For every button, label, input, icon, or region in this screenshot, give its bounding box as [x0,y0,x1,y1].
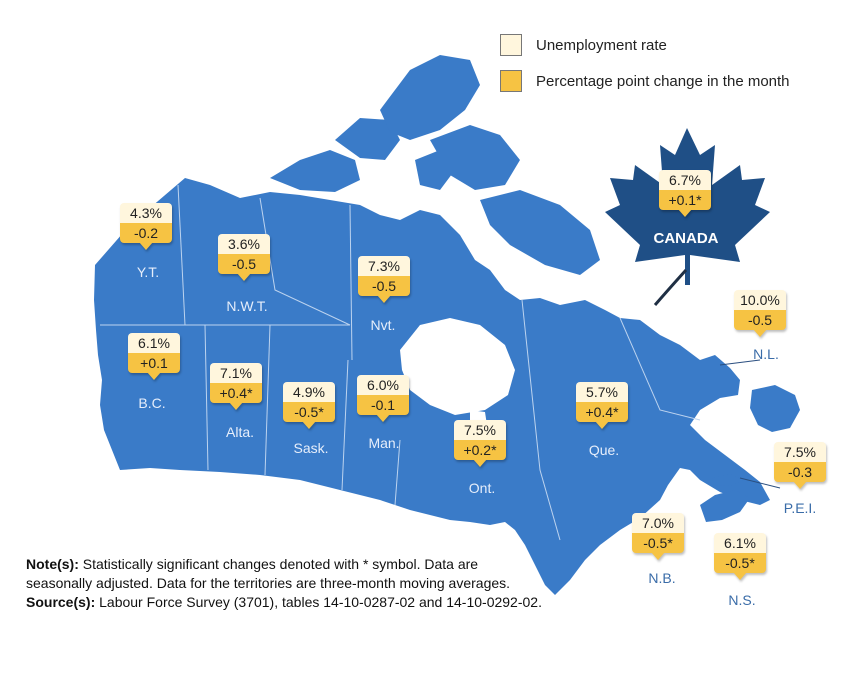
badge-ont: 7.5% +0.2* [454,420,506,467]
arctic-island-3 [380,55,480,140]
canada-change: +0.1* [659,190,711,217]
arctic-island-1 [270,150,360,192]
sask-label: Sask. [293,440,329,456]
nova-scotia-shape [700,490,750,522]
badge-man: 6.0% -0.1 [357,375,409,422]
pei-shape [712,474,744,486]
legend-rate-label: Unemployment rate [536,36,667,54]
borders [100,184,701,541]
ont-rate: 7.5% [454,420,506,440]
man-change: -0.1 [357,395,409,422]
badge-sask: 4.9% -0.5* [283,382,335,429]
alta-rate: 7.1% [210,363,262,383]
legend: Unemployment rate Percentage point chang… [500,32,790,104]
badge-que: 5.7% +0.4* [576,382,628,429]
ns-change: -0.5* [714,553,766,580]
bc-change: +0.1 [128,353,180,380]
hudson-bay [400,318,515,415]
nwt-rate: 3.6% [218,234,270,254]
badge-nvt: 7.3% -0.5 [358,256,410,303]
pei-rate: 7.5% [774,442,826,462]
arctic-island-4 [430,125,520,190]
note-text: Statistically significant changes denote… [26,556,511,591]
legend-change-label: Percentage point change in the month [536,72,790,90]
nwt-label: N.W.T. [226,298,268,314]
badge-nwt: 3.6% -0.5 [218,234,270,281]
yt-rate: 4.3% [120,203,172,223]
newfoundland-island [750,385,800,432]
que-rate: 5.7% [576,382,628,402]
nb-change: -0.5* [632,533,684,560]
badge-yt: 4.3% -0.2 [120,203,172,250]
note-line: Note(s): Statistically significant chang… [26,555,546,593]
que-change: +0.4* [576,402,628,429]
ont-label: Ont. [468,480,496,496]
badge-alta: 7.1% +0.4* [210,363,262,410]
nl-change: -0.5 [734,310,786,337]
bc-label: B.C. [138,395,166,411]
nvt-change: -0.5 [358,276,410,303]
source-line: Source(s): Labour Force Survey (3701), t… [26,593,546,612]
note-label: Note(s): [26,556,79,572]
alta-change: +0.4* [210,383,262,410]
nb-rate: 7.0% [632,513,684,533]
nvt-rate: 7.3% [358,256,410,276]
change-swatch [500,70,522,92]
arctic-island-6 [415,150,455,190]
legend-rate: Unemployment rate [500,32,790,58]
badge-pei: 7.5% -0.3 [774,442,826,489]
source-text: Labour Force Survey (3701), tables 14-10… [99,594,542,610]
rate-swatch [500,34,522,56]
badge-nb: 7.0% -0.5* [632,513,684,560]
arctic-island-2 [335,118,400,160]
alta-label: Alta. [225,424,255,440]
badge-ns: 6.1% -0.5* [714,533,766,580]
legend-change: Percentage point change in the month [500,68,790,94]
source-label: Source(s): [26,594,96,610]
man-rate: 6.0% [357,375,409,395]
yt-label: Y.T. [136,264,160,280]
ns-label: N.S. [728,592,756,608]
pei-label: P.E.I. [783,500,817,516]
badge-canada: 6.7% +0.1* [659,170,711,217]
sask-change: -0.5* [283,402,335,429]
bc-rate: 6.1% [128,333,180,353]
canada-label: CANADA [653,230,719,247]
arctic-island-5 [480,190,600,275]
nb-label: N.B. [648,570,676,586]
nwt-change: -0.5 [218,254,270,281]
badge-bc: 6.1% +0.1 [128,333,180,380]
canada-rate: 6.7% [659,170,711,190]
pei-change: -0.3 [774,462,826,489]
nl-rate: 10.0% [734,290,786,310]
sask-rate: 4.9% [283,382,335,402]
man-label: Man. [368,435,400,451]
notes: Note(s): Statistically significant chang… [26,555,546,612]
yt-change: -0.2 [120,223,172,250]
badge-nl: 10.0% -0.5 [734,290,786,337]
ont-change: +0.2* [454,440,506,467]
nl-label: N.L. [753,346,779,362]
que-label: Que. [588,442,620,458]
nvt-label: Nvt. [370,317,396,333]
ns-rate: 6.1% [714,533,766,553]
